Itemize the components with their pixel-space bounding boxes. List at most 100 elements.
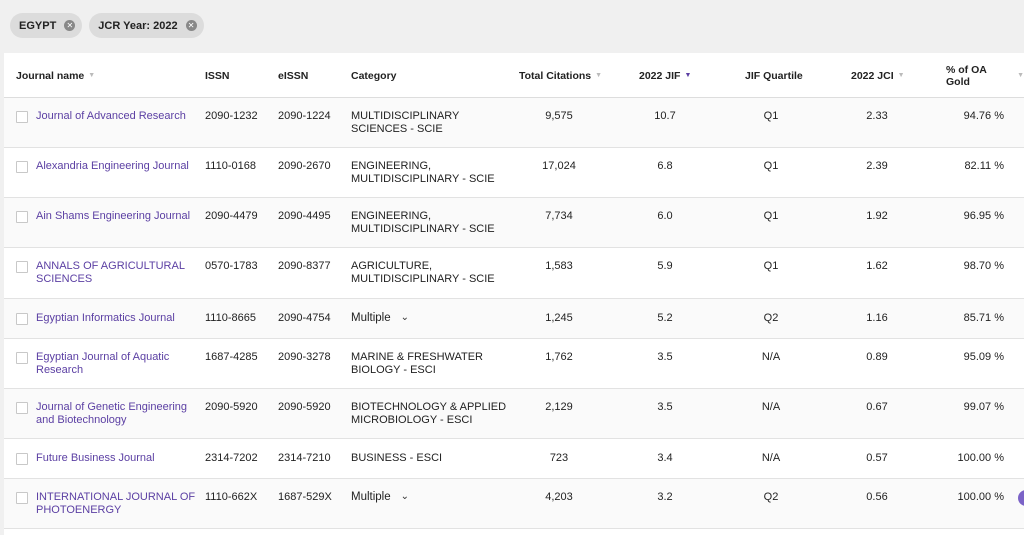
issn-value: 0570-1783 bbox=[205, 260, 258, 272]
column-header-citations[interactable]: Total Citations ▼ bbox=[519, 53, 602, 98]
oa-gold-value: 85.71 % bbox=[963, 312, 1004, 324]
column-label: 2022 JCI bbox=[851, 69, 894, 82]
issn-value: 2090-1232 bbox=[205, 110, 258, 122]
journal-name-link[interactable]: INTERNATIONAL JOURNAL OF PHOTOENERGY bbox=[36, 491, 196, 516]
column-label: Journal name bbox=[16, 69, 85, 82]
issn-value: 1687-4285 bbox=[205, 351, 258, 363]
jif-value: 3.4 bbox=[657, 452, 673, 464]
oa-gold-value: 100.00 % bbox=[957, 452, 1004, 464]
oa-gold-value: 95.09 % bbox=[963, 351, 1004, 363]
column-header-jif[interactable]: 2022 JIF ▼ bbox=[639, 53, 691, 98]
row-checkbox[interactable] bbox=[16, 261, 28, 273]
table-header: Journal name ▼ ISSN eISSN Category Total … bbox=[4, 53, 1024, 98]
column-header-category: Category bbox=[351, 53, 397, 98]
row-checkbox[interactable] bbox=[16, 111, 28, 123]
jif-quartile-value: Q1 bbox=[763, 160, 779, 172]
column-label: eISSN bbox=[278, 69, 309, 82]
chevron-down-icon[interactable]: ⌄ bbox=[400, 491, 410, 502]
eissn-value: 2090-8377 bbox=[278, 260, 331, 272]
sort-icon[interactable]: ▼ bbox=[897, 72, 905, 79]
journal-name-link[interactable]: ANNALS OF AGRICULTURAL SCIENCES bbox=[36, 260, 185, 285]
chevron-down-icon[interactable]: ⌄ bbox=[400, 312, 410, 323]
sort-icon[interactable]: ▼ bbox=[88, 72, 96, 79]
sort-active-icon[interactable]: ▼ bbox=[684, 72, 692, 79]
category-value: BIOTECHNOLOGY & APPLIED MICROBIOLOGY - E… bbox=[351, 401, 507, 426]
row-checkbox[interactable] bbox=[16, 161, 28, 173]
jif-quartile-value: N/A bbox=[761, 401, 781, 413]
journal-name-link[interactable]: Journal of Genetic Engineering and Biote… bbox=[36, 401, 188, 426]
journals-table: Journal name ▼ ISSN eISSN Category Total … bbox=[4, 53, 1024, 535]
journal-name-link[interactable]: Journal of Advanced Research bbox=[36, 110, 186, 122]
jci-value: 1.16 bbox=[866, 312, 888, 324]
table-row: Journal of Advanced Research 2090-1232 209… bbox=[4, 98, 1024, 148]
assistant-button[interactable] bbox=[1018, 490, 1024, 506]
total-citations-value: 1,245 bbox=[545, 312, 573, 324]
oa-gold-value: 98.70 % bbox=[963, 260, 1004, 272]
jif-quartile-value: N/A bbox=[761, 452, 781, 464]
column-header-jci[interactable]: 2022 JCI ▼ bbox=[851, 53, 905, 98]
jci-value: 0.56 bbox=[866, 491, 888, 503]
issn-value: 2314-7202 bbox=[205, 452, 258, 464]
eissn-value: 2090-2670 bbox=[278, 160, 331, 172]
column-header-journal[interactable]: Journal name ▼ bbox=[16, 53, 95, 98]
row-checkbox[interactable] bbox=[16, 313, 28, 325]
jif-value: 5.9 bbox=[657, 260, 673, 272]
issn-value: 1110-8665 bbox=[205, 312, 256, 324]
row-checkbox[interactable] bbox=[16, 453, 28, 465]
issn-value: 2090-5920 bbox=[205, 401, 258, 413]
category-value: BUSINESS - ESCI bbox=[351, 452, 443, 464]
column-label: 2022 JIF bbox=[639, 69, 681, 82]
row-checkbox[interactable] bbox=[16, 402, 28, 414]
category-value: MARINE & FRESHWATER BIOLOGY - ESCI bbox=[351, 351, 484, 376]
oa-gold-value: 94.76 % bbox=[963, 110, 1004, 122]
column-header-quartile: JIF Quartile bbox=[745, 53, 803, 98]
journal-name-link[interactable]: Ain Shams Engineering Journal bbox=[36, 210, 191, 222]
journal-name-link[interactable]: Egyptian Informatics Journal bbox=[36, 312, 175, 324]
journal-name-link[interactable]: Egyptian Journal of Aquatic Research bbox=[36, 351, 170, 376]
total-citations-value: 1,583 bbox=[545, 260, 573, 272]
jif-quartile-value: Q1 bbox=[763, 210, 779, 222]
category-value: MULTIDISCIPLINARY SCIENCES - SCIE bbox=[351, 110, 460, 135]
total-citations-value: 723 bbox=[549, 452, 569, 464]
oa-gold-value: 99.07 % bbox=[963, 401, 1004, 413]
row-checkbox[interactable] bbox=[16, 492, 28, 504]
column-label: Total Citations bbox=[519, 69, 592, 82]
column-header-eissn: eISSN bbox=[278, 53, 308, 98]
sort-icon[interactable]: ▼ bbox=[1017, 72, 1024, 79]
total-citations-value: 9,575 bbox=[545, 110, 573, 122]
issn-value: 2090-4479 bbox=[205, 210, 258, 222]
row-checkbox[interactable] bbox=[16, 352, 28, 364]
remove-filter-icon[interactable]: ✕ bbox=[185, 20, 197, 31]
filter-chip-country[interactable]: EGYPT ✕ bbox=[10, 13, 83, 38]
column-label: Category bbox=[351, 69, 397, 82]
jif-value: 3.5 bbox=[657, 351, 673, 363]
filter-chip-year[interactable]: JCR Year: 2022 ✕ bbox=[89, 13, 204, 38]
jci-value: 0.89 bbox=[866, 351, 888, 363]
total-citations-value: 7,734 bbox=[545, 210, 573, 222]
column-label: JIF Quartile bbox=[745, 69, 803, 82]
jif-quartile-value: Q2 bbox=[763, 312, 779, 324]
jif-value: 10.7 bbox=[654, 110, 676, 122]
oa-gold-value: 96.95 % bbox=[963, 210, 1004, 222]
total-citations-value: 2,129 bbox=[545, 401, 573, 413]
category-dropdown[interactable]: Multiple ⌄ bbox=[351, 312, 409, 325]
category-dropdown[interactable]: Multiple ⌄ bbox=[351, 491, 409, 504]
eissn-value: 2090-3278 bbox=[278, 351, 331, 363]
eissn-value: 2090-5920 bbox=[278, 401, 331, 413]
jif-value: 3.2 bbox=[657, 491, 673, 503]
jif-quartile-value: Q2 bbox=[763, 491, 779, 503]
column-header-oa[interactable]: % of OA Gold ▼ bbox=[946, 53, 1024, 98]
category-value: ENGINEERING, MULTIDISCIPLINARY - SCIE bbox=[351, 160, 495, 185]
journal-name-link[interactable]: Alexandria Engineering Journal bbox=[36, 160, 189, 172]
table-row: ANNALS OF AGRICULTURAL SCIENCES 0570-1783… bbox=[4, 248, 1024, 299]
issn-value: 1110-0168 bbox=[205, 160, 256, 172]
journal-name-link[interactable]: Future Business Journal bbox=[36, 452, 155, 464]
table-row: Future Business Journal 2314-7202 2314-721… bbox=[4, 439, 1024, 479]
table-row: Journal of Genetic Engineering and Biote… bbox=[4, 389, 1024, 439]
category-value: AGRICULTURE, MULTIDISCIPLINARY - SCIE bbox=[351, 260, 495, 285]
remove-filter-icon[interactable]: ✕ bbox=[64, 20, 76, 31]
oa-gold-value: 100.00 % bbox=[957, 491, 1004, 503]
sort-icon[interactable]: ▼ bbox=[595, 72, 603, 79]
row-checkbox[interactable] bbox=[16, 211, 28, 223]
jif-value: 6.8 bbox=[657, 160, 673, 172]
